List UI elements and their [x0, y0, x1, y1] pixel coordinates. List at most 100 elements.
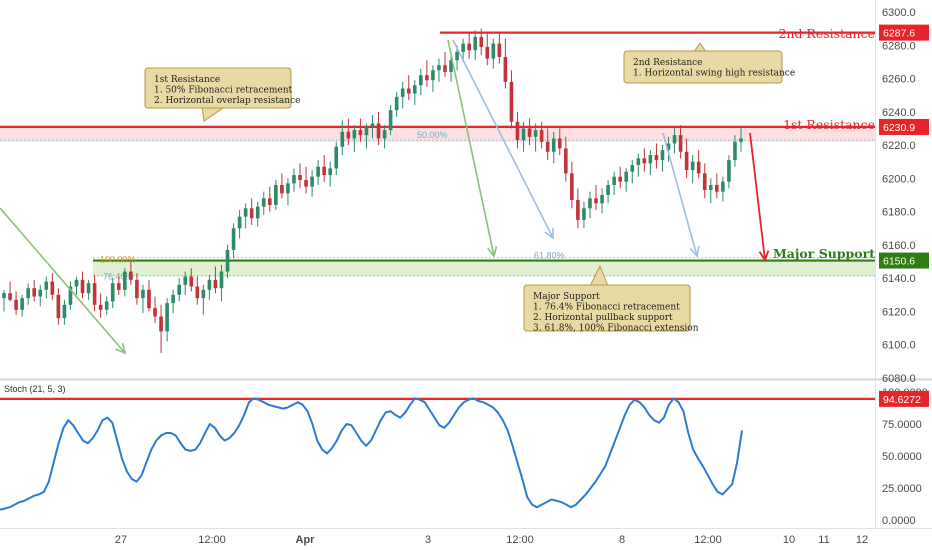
candle-body	[636, 158, 641, 166]
candle-body	[231, 228, 236, 250]
candle-body	[286, 183, 290, 194]
candle-body	[334, 146, 339, 169]
candle-body	[20, 298, 24, 310]
price-tick-label: 6120.0	[882, 306, 916, 318]
fib-label-50: 50.00%	[417, 130, 448, 140]
candle-body	[533, 130, 538, 137]
price-tick-label: 6080.0	[882, 373, 916, 385]
candle-body	[92, 283, 97, 305]
candle-body	[98, 304, 103, 310]
candle-body	[62, 304, 67, 319]
first-resistance-note-line: 2. Horizontal overlap resistance	[154, 96, 300, 106]
price-tick-label: 6200.0	[882, 173, 916, 185]
resistance-zone	[0, 124, 875, 142]
stoch-tick-label: 25.0000	[882, 483, 922, 495]
candle-body	[630, 165, 635, 172]
candle-body	[261, 198, 266, 207]
green-arrow-left	[0, 207, 126, 354]
candle-body	[38, 289, 43, 297]
time-tick-label: Apr	[296, 534, 316, 546]
candle-body	[116, 283, 121, 290]
price-tick-label: 6260.0	[882, 74, 916, 86]
blue-arrow-2	[662, 132, 698, 257]
candle-body	[177, 284, 182, 295]
price-tick-label: 6300.0	[882, 7, 916, 19]
time-tick-label: 11	[818, 534, 829, 546]
candle-body	[370, 123, 375, 127]
time-tick-label: 12:00	[506, 534, 534, 546]
blue-arrow-1	[452, 39, 554, 239]
candle-body	[267, 198, 272, 205]
candle-body	[352, 130, 357, 139]
first-resistance-note-tail-mask	[146, 103, 290, 107]
fib-label-764: 76.40%	[103, 272, 134, 282]
major-support-note-tail-mask	[525, 326, 689, 330]
fib-label-100: 100.00%	[100, 255, 136, 265]
candle-body	[219, 271, 224, 289]
price-tick-label: 6240.0	[882, 107, 916, 119]
candle-body	[207, 279, 212, 290]
candle-body	[612, 176, 616, 186]
green-arrow-main-head	[487, 246, 498, 258]
candle-body	[684, 151, 689, 171]
candle-body	[141, 289, 145, 299]
candle-body	[473, 36, 478, 51]
major-support-tag-bg	[879, 252, 929, 269]
second-resistance-note-line: 2nd Resistance	[633, 58, 703, 68]
candle-body	[358, 130, 363, 136]
candle-body	[467, 43, 471, 51]
candle-body	[443, 65, 447, 72]
candle-body	[551, 138, 556, 152]
candle-body	[255, 206, 260, 219]
candle-body	[715, 185, 719, 192]
candle-body	[328, 168, 333, 176]
candle-body	[322, 166, 326, 176]
second-resistance-note-line: 1. Horizontal swing high resistance	[633, 69, 795, 79]
candle-body	[400, 88, 405, 97]
candle-body	[274, 185, 278, 205]
candle-body	[672, 135, 677, 144]
candle-body	[80, 279, 85, 294]
candle-body	[14, 299, 18, 310]
candle-body	[280, 185, 284, 194]
candle-body	[304, 180, 308, 187]
candle-body	[376, 123, 381, 139]
second-resistance-tag: 6287.6	[883, 28, 915, 40]
candle-body	[298, 175, 302, 181]
candle-body	[733, 141, 737, 161]
candle-body	[594, 198, 598, 204]
candle-body	[213, 279, 218, 289]
second-resistance-tag-bg	[879, 24, 929, 41]
first-resistance-tag-bg	[879, 118, 929, 135]
candle-body	[509, 81, 514, 122]
candle-body	[388, 110, 393, 131]
candle-body	[56, 294, 61, 319]
time-tick-label: 10	[783, 534, 795, 546]
candle-body	[702, 173, 707, 191]
candle-body	[249, 208, 254, 219]
candle-body	[449, 60, 453, 72]
candle-body	[642, 158, 647, 164]
candle-body	[104, 301, 109, 310]
candle-body	[86, 283, 91, 294]
candle-body	[600, 195, 604, 204]
stoch-title: Stoch (21, 5, 3)	[4, 384, 66, 394]
first-resistance-label: 1st Resistance	[783, 117, 875, 132]
candle-body	[515, 121, 520, 141]
candle-body	[243, 208, 248, 217]
candle-body	[237, 216, 242, 229]
time-tick-label: 8	[619, 534, 625, 546]
candle-body	[721, 181, 725, 192]
stoch-tick-label: 0.0000	[882, 515, 916, 527]
second-resistance-note-box	[623, 50, 783, 84]
second-resistance-label: 2nd Resistance	[778, 26, 875, 41]
time-tick-label: 27	[115, 534, 127, 546]
candle-body	[310, 176, 314, 187]
candle-body	[485, 46, 490, 59]
candle-body	[171, 294, 175, 304]
candle-body	[183, 276, 188, 285]
candle-body	[521, 128, 526, 141]
price-tick-label: 6140.0	[882, 273, 916, 285]
candle-body	[2, 293, 6, 299]
